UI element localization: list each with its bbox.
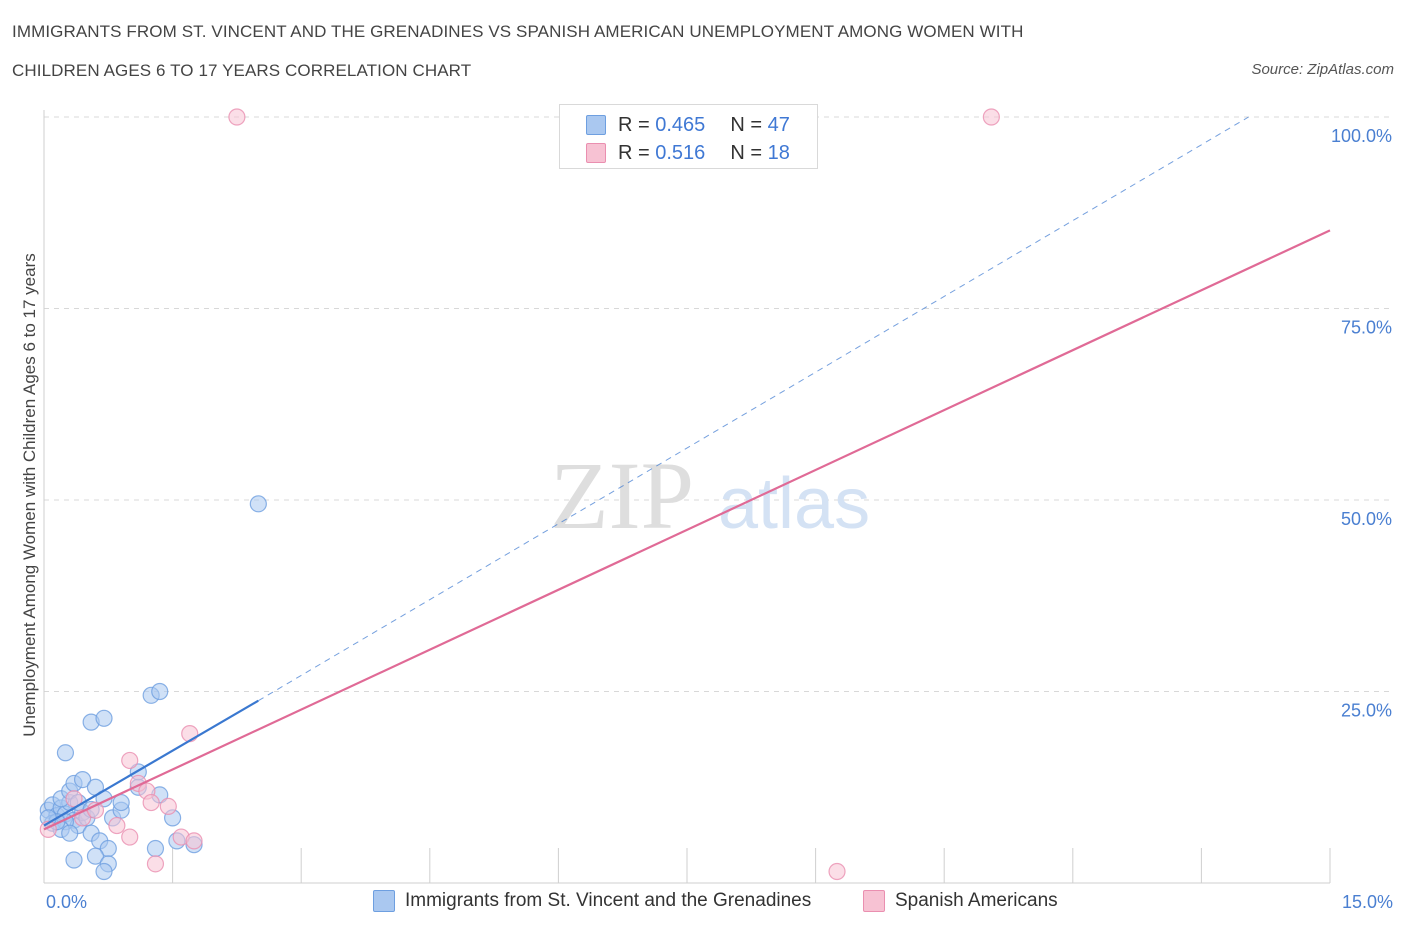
chart-title-line-1: IMMIGRANTS FROM ST. VINCENT AND THE GREN…	[12, 22, 1024, 41]
point-series1	[61, 824, 79, 842]
trend-line-series1-extension	[258, 116, 1249, 702]
bottom-legend-label-1: Immigrants from St. Vincent and the Gren…	[405, 890, 812, 911]
bottom-legend-swatch-2	[863, 890, 885, 912]
point-series1	[95, 862, 113, 881]
legend-r-value-1: 0.465	[655, 113, 706, 136]
point-series1	[73, 770, 92, 789]
point-series2	[121, 828, 139, 846]
grid-lines	[44, 116, 1392, 692]
point-series2	[181, 725, 199, 743]
legend-r-label-2: R =	[618, 141, 650, 164]
point-series2	[65, 790, 83, 808]
bottom-legend-swatch-1	[373, 890, 395, 912]
point-series1	[146, 839, 165, 858]
point-series2	[121, 751, 139, 770]
watermark: ZIP atlas	[550, 442, 870, 549]
point-series2	[185, 832, 203, 850]
tick-labels: 25.0% 50.0% 75.0% 100.0% 0.0% 15.0%	[46, 126, 1393, 912]
y-tick-label: 100.0%	[1331, 126, 1392, 146]
legend-swatch-series1	[586, 115, 606, 135]
point-series1	[86, 847, 105, 865]
point-series1	[151, 682, 169, 701]
source-label: Source: ZipAtlas.com	[1251, 61, 1394, 78]
legend-n-value-1: 47	[767, 113, 790, 136]
legend-n-label-1: N =	[730, 113, 763, 136]
point-series2	[228, 108, 246, 126]
bottom-legend-item-1: Immigrants from St. Vincent and the Gren…	[373, 889, 811, 913]
point-series2	[828, 862, 846, 881]
legend-n-value-2: 18	[767, 141, 790, 164]
point-series2	[982, 108, 1000, 126]
y-axis-title: Unemployment Among Women with Children A…	[20, 253, 39, 737]
point-series1	[56, 744, 75, 762]
y-tick-label: 75.0%	[1341, 318, 1392, 338]
bottom-legend-label-2: Spanish Americans	[895, 890, 1058, 911]
x-tick-label: 15.0%	[1342, 892, 1393, 912]
axes	[43, 110, 1331, 884]
point-series1	[95, 709, 113, 727]
legend-row-series1: R = 0.465 N = 47	[586, 113, 790, 137]
trend-line-series1	[43, 699, 259, 827]
point-series2	[146, 855, 165, 873]
point-series1	[65, 851, 83, 869]
point-series1	[249, 495, 267, 513]
legend-swatch-series2	[586, 143, 606, 163]
point-series2	[142, 793, 160, 812]
point-series2	[108, 816, 126, 835]
watermark-zip: ZIP	[550, 442, 694, 549]
y-tick-label: 50.0%	[1341, 509, 1392, 529]
correlation-legend: R = 0.465 N = 47 R = 0.516 N = 18	[559, 104, 818, 169]
legend-r-label-1: R =	[618, 113, 650, 136]
legend-r-value-2: 0.516	[655, 141, 706, 164]
bottom-legend-item-2: Spanish Americans	[863, 889, 1058, 913]
point-series2	[159, 797, 177, 816]
legend-row-series2: R = 0.516 N = 18	[586, 141, 790, 165]
trend-line-series2	[43, 229, 1331, 831]
y-tick-label: 25.0%	[1341, 701, 1392, 721]
legend-n-label-2: N =	[730, 141, 763, 164]
trend-lines	[43, 116, 1331, 831]
chart-title-line-2: CHILDREN AGES 6 TO 17 YEARS CORRELATION …	[12, 61, 472, 80]
x-tick-label: 0.0%	[46, 892, 87, 912]
